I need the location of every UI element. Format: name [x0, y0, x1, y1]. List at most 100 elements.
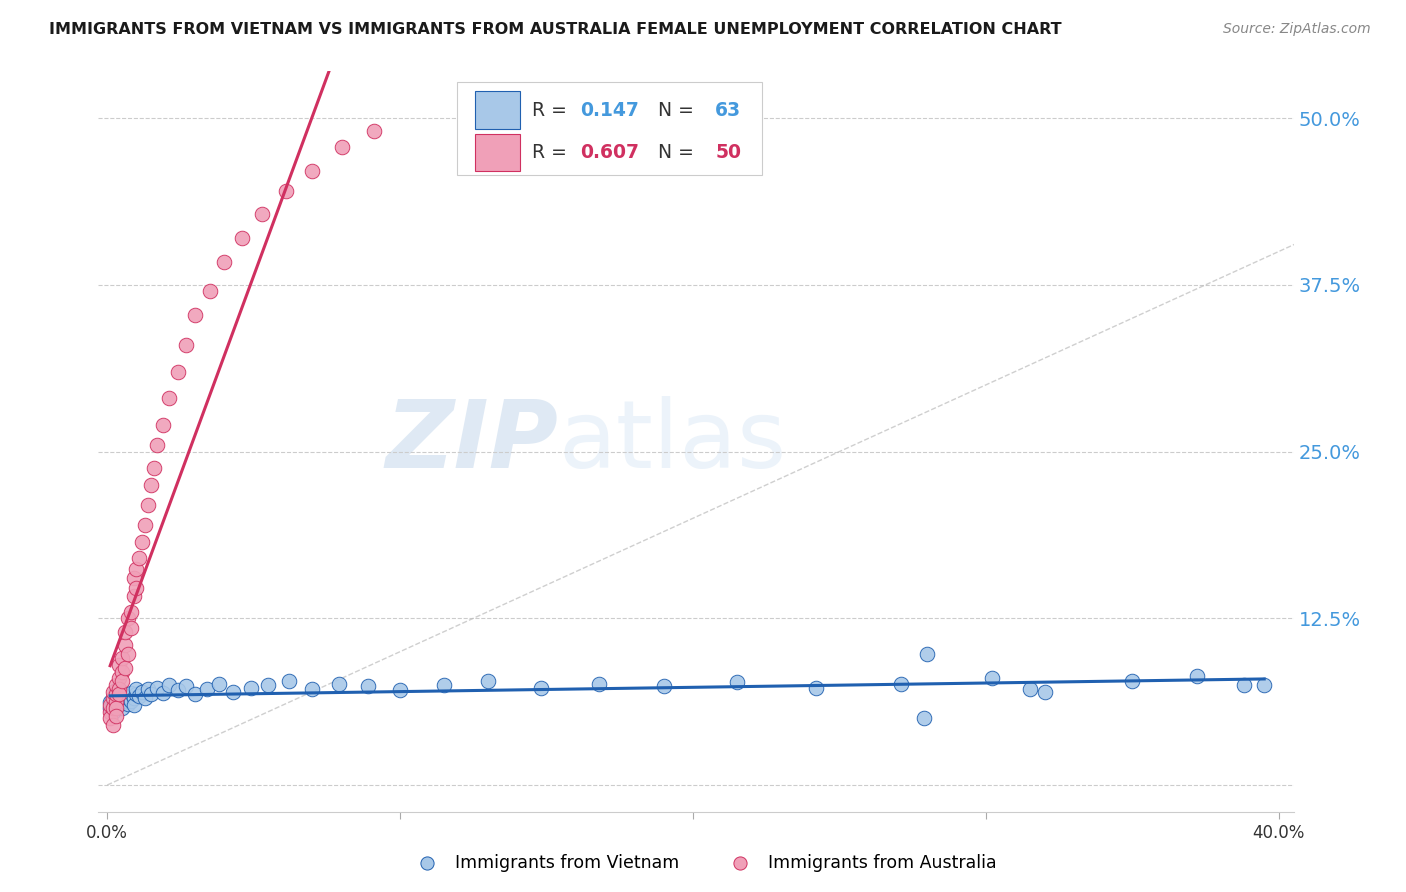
FancyBboxPatch shape [475, 134, 520, 171]
Point [914, 711, 936, 725]
Point [134, 517, 156, 532]
Point [141, 478, 163, 492]
Point [131, 535, 153, 549]
Point [980, 671, 1002, 685]
Point [136, 498, 159, 512]
Text: 63: 63 [716, 101, 741, 120]
Point [101, 684, 124, 698]
Text: IMMIGRANTS FROM VIETNAM VS IMMIGRANTS FROM AUSTRALIA FEMALE UNEMPLOYMENT CORRELA: IMMIGRANTS FROM VIETNAM VS IMMIGRANTS FR… [49, 22, 1062, 37]
Point [111, 700, 134, 714]
Point [105, 699, 127, 714]
Point [101, 718, 124, 732]
Text: atlas: atlas [558, 395, 787, 488]
Point [105, 700, 127, 714]
Point [117, 697, 139, 711]
Point [105, 683, 127, 698]
Point [917, 648, 939, 662]
Point [125, 681, 148, 696]
Point [274, 185, 297, 199]
Point [1121, 673, 1143, 688]
Point [98, 700, 121, 714]
Point [166, 364, 188, 378]
Point [101, 705, 124, 719]
Point [111, 684, 134, 698]
Point [114, 624, 136, 639]
Point [301, 681, 323, 696]
Point [108, 690, 131, 704]
Point [157, 678, 180, 692]
Point [152, 417, 174, 432]
Point [114, 660, 136, 674]
Point [111, 673, 134, 688]
Point [117, 648, 139, 662]
Point [122, 589, 145, 603]
Point [105, 678, 127, 692]
Point [122, 691, 145, 706]
Text: 50: 50 [716, 143, 741, 162]
Point [222, 684, 245, 698]
Point [198, 285, 221, 299]
Point [231, 231, 253, 245]
Point [530, 681, 553, 695]
Point [166, 683, 188, 698]
Point [184, 309, 207, 323]
Point [174, 338, 197, 352]
Point [98, 698, 121, 712]
Point [131, 684, 153, 698]
Point [357, 679, 380, 693]
Point [125, 687, 148, 701]
Point [120, 686, 142, 700]
Point [128, 551, 150, 566]
Point [389, 683, 412, 698]
Legend: Immigrants from Vietnam, Immigrants from Australia: Immigrants from Vietnam, Immigrants from… [402, 847, 1004, 879]
Point [125, 581, 148, 595]
Point [890, 676, 912, 690]
Point [277, 673, 299, 688]
Point [330, 140, 353, 154]
Point [114, 638, 136, 652]
Point [120, 694, 142, 708]
Point [1185, 668, 1208, 682]
Point [105, 687, 127, 701]
Point [105, 694, 127, 708]
Point [105, 695, 127, 709]
Point [328, 676, 350, 690]
Point [301, 164, 323, 178]
Point [239, 681, 262, 695]
Point [143, 460, 166, 475]
Point [117, 611, 139, 625]
Point [477, 673, 499, 688]
Point [1233, 678, 1256, 692]
Point [257, 678, 280, 692]
Text: Source: ZipAtlas.com: Source: ZipAtlas.com [1223, 22, 1371, 37]
Text: 0.607: 0.607 [581, 143, 640, 162]
Point [120, 621, 142, 635]
Point [136, 681, 159, 696]
Point [433, 678, 456, 692]
Point [114, 689, 136, 703]
Point [108, 698, 131, 712]
Point [108, 687, 131, 701]
Text: R =: R = [533, 143, 574, 162]
Text: N =: N = [645, 143, 700, 162]
Point [120, 605, 142, 619]
Point [134, 691, 156, 706]
Point [98, 695, 121, 709]
Point [207, 676, 229, 690]
Point [105, 687, 127, 701]
Point [111, 651, 134, 665]
Point [114, 694, 136, 708]
Point [157, 391, 180, 405]
Point [1253, 678, 1275, 692]
Point [128, 689, 150, 703]
Point [108, 671, 131, 685]
Point [108, 657, 131, 672]
Point [105, 708, 127, 723]
Point [804, 681, 827, 695]
Point [1033, 684, 1056, 698]
Point [122, 571, 145, 585]
Text: N =: N = [645, 101, 700, 120]
Point [195, 681, 218, 696]
Point [588, 676, 610, 690]
Text: R =: R = [533, 101, 574, 120]
